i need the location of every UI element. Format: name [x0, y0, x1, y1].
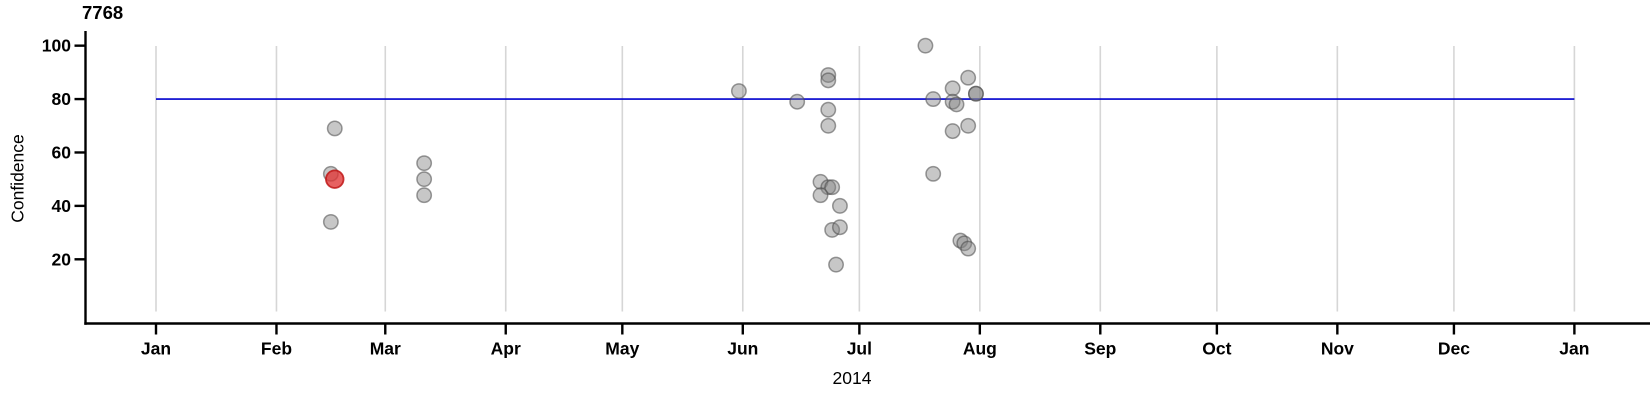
x-tick-label: May [605, 339, 639, 359]
data-point [948, 96, 965, 113]
x-tick-label: Sep [1084, 339, 1116, 359]
data-point [820, 101, 837, 118]
x-tick-label: Jan [141, 339, 171, 359]
data-point [820, 72, 837, 89]
data-point [960, 240, 977, 257]
y-tick-label: 20 [52, 249, 72, 269]
data-point [944, 123, 961, 140]
data-point [960, 117, 977, 134]
data-point [824, 179, 841, 196]
data-point [917, 37, 934, 54]
y-tick-label: 60 [52, 142, 72, 162]
y-tick-label: 80 [52, 89, 72, 109]
x-tick-label: Jun [727, 339, 758, 359]
y-axis-title: Confidence [7, 134, 28, 223]
x-tick-label: Mar [370, 339, 401, 359]
data-point [925, 91, 942, 108]
data-point [789, 93, 806, 110]
data-point [416, 171, 433, 188]
data-point [812, 187, 829, 204]
data-point [416, 187, 433, 204]
data-point [326, 120, 343, 137]
chart-title: 7768 [82, 2, 124, 23]
y-tick-label: 40 [52, 196, 72, 216]
x-tick-label: Nov [1321, 339, 1354, 359]
highlight-point [325, 169, 345, 189]
data-point [925, 165, 942, 182]
y-tick-label: 100 [42, 36, 71, 56]
data-point [944, 80, 961, 97]
data-point [322, 213, 339, 230]
data-point [416, 155, 433, 172]
x-tick-label: Oct [1202, 339, 1231, 359]
x-tick-label: Jul [847, 339, 872, 359]
data-point [828, 256, 844, 273]
data-point [967, 85, 984, 102]
x-tick-label: Apr [491, 339, 521, 359]
x-tick-label: Feb [261, 339, 292, 359]
x-tick-label: Aug [963, 339, 997, 359]
x-axis-title: 2014 [832, 368, 872, 388]
data-point [820, 117, 837, 134]
x-tick-label: Jan [1559, 339, 1589, 359]
data-point [730, 83, 747, 100]
data-point [831, 197, 848, 214]
data-point [960, 69, 977, 86]
data-point [820, 67, 837, 83]
x-tick-label: Dec [1438, 339, 1470, 359]
data-point [831, 219, 848, 236]
